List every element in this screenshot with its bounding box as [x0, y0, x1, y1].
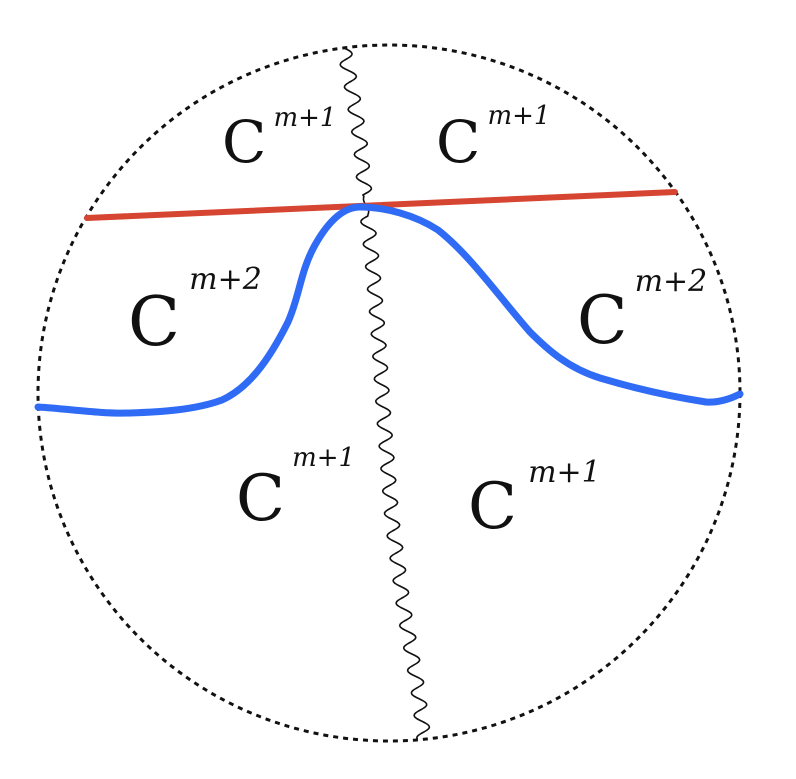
- label-middle-left-base: C: [128, 283, 180, 362]
- label-top-right: C m+1: [436, 101, 550, 176]
- label-top-left: C m+1: [222, 103, 336, 176]
- label-middle-right: C m+2: [577, 264, 707, 359]
- red-line: [84, 189, 678, 221]
- label-top-right-base: C: [436, 108, 480, 176]
- branch-cut: [339, 47, 431, 740]
- label-middle-right-base: C: [577, 282, 628, 359]
- label-top-right-sup: m+1: [487, 101, 550, 131]
- label-middle-left-sup: m+2: [189, 262, 262, 297]
- label-top-left-base: C: [222, 108, 266, 176]
- label-bottom-right-sup: m+1: [528, 455, 601, 490]
- disk-boundary: [36, 43, 742, 743]
- label-middle-left: C m+2: [128, 262, 262, 362]
- label-top-left-sup: m+1: [273, 103, 336, 133]
- label-bottom-right-base: C: [468, 470, 517, 544]
- label-bottom-left-base: C: [236, 462, 285, 536]
- label-bottom-right: C m+1: [468, 455, 601, 544]
- label-bottom-left: C m+1: [236, 443, 355, 536]
- label-middle-right-sup: m+2: [635, 264, 708, 299]
- blue-curve: [34, 203, 744, 417]
- label-bottom-left-sup: m+1: [292, 443, 355, 473]
